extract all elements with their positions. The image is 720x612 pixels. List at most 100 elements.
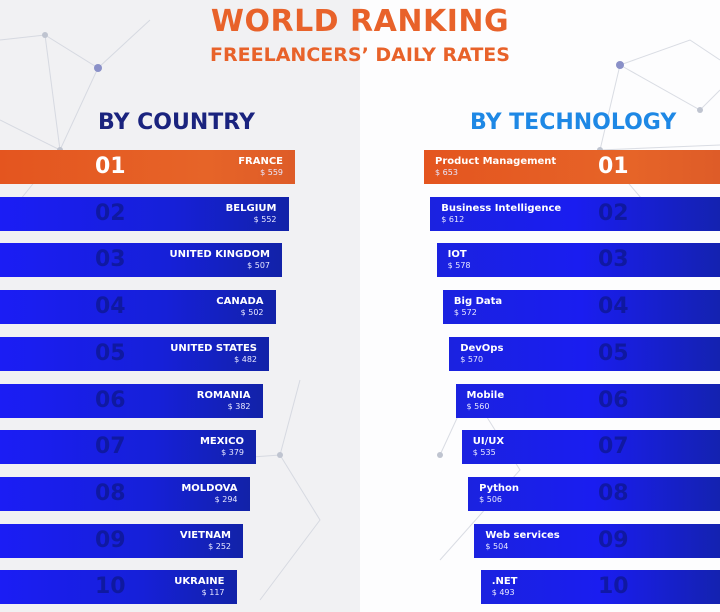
country-bar: 09 VIETNAM $ 252 xyxy=(0,523,243,558)
category-name: UKRAINE xyxy=(174,576,225,588)
category-name: Web services xyxy=(485,529,560,541)
rank-number: 04 xyxy=(95,294,126,320)
daily-rate-value: $ 612 xyxy=(441,214,465,224)
daily-rate-value: $ 506 xyxy=(479,494,502,504)
technology-bar: 03 IOT $ 578 xyxy=(436,243,720,278)
bar-label: CANADA $ 502 xyxy=(216,296,263,318)
rank-number: 03 xyxy=(597,247,629,273)
daily-rate-value: $ 552 xyxy=(253,214,277,224)
rank-number: 01 xyxy=(598,154,629,179)
daily-rate-value: $ 570 xyxy=(460,354,484,364)
bar-label: UI/UX $ 535 xyxy=(473,436,504,458)
bar-label: .NET $ 493 xyxy=(492,576,518,598)
rank-number: 07 xyxy=(95,434,126,460)
bar-label: Python $ 506 xyxy=(479,483,519,505)
category-name: Big Data xyxy=(453,296,503,308)
daily-rate-value: $ 560 xyxy=(466,401,490,411)
daily-rate-value: $ 379 xyxy=(221,448,244,458)
bar-label: MEXICO $ 379 xyxy=(200,436,244,458)
rank-number: 10 xyxy=(597,574,629,600)
rank-number: 09 xyxy=(597,527,629,553)
category-name: VIETNAM xyxy=(179,529,231,541)
category-name: IOT xyxy=(447,249,467,261)
country-bar: 08 MOLDOVA $ 294 xyxy=(0,476,250,511)
daily-rate-value: $ 493 xyxy=(491,588,515,598)
category-name: DevOps xyxy=(460,342,504,354)
daily-rate-value: $ 252 xyxy=(208,541,231,551)
technology-bar: 02 Business Intelligence $ 612 xyxy=(430,196,720,231)
rank-number: 05 xyxy=(95,340,126,366)
rank-number: 05 xyxy=(597,340,629,366)
country-bar: 03 UNITED KINGDOM $ 507 xyxy=(0,243,282,278)
rank-number: 06 xyxy=(598,387,629,413)
daily-rate-value: $ 502 xyxy=(240,308,264,318)
rank-number: 08 xyxy=(95,480,126,506)
rank-number: 01 xyxy=(95,154,126,179)
daily-rate-value: $ 535 xyxy=(472,448,496,458)
category-name: Mobile xyxy=(466,389,505,401)
rank-number: 04 xyxy=(597,294,629,320)
rank-number: 08 xyxy=(597,480,629,506)
category-name: UI/UX xyxy=(472,436,505,448)
country-bar: 10 UKRAINE $ 117 xyxy=(0,570,237,605)
daily-rate-value: $ 507 xyxy=(247,261,270,271)
category-name: UNITED STATES xyxy=(170,342,257,354)
category-name: Python xyxy=(479,482,520,494)
category-name: Business Intelligence xyxy=(441,202,562,214)
category-name: MOLDOVA xyxy=(181,482,238,494)
daily-rate-value: $ 117 xyxy=(201,588,225,598)
daily-rate-value: $ 294 xyxy=(214,494,238,504)
subtitle: FREELANCERS’ DAILY RATES xyxy=(210,44,510,66)
country-heading: BY COUNTRY xyxy=(98,110,255,135)
bar-label: UKRAINE $ 117 xyxy=(174,576,224,598)
category-name: ROMANIA xyxy=(196,389,251,401)
rank-number: 09 xyxy=(95,527,126,553)
bar-label: UNITED STATES $ 482 xyxy=(170,343,257,365)
bar-label: DevOps $ 570 xyxy=(460,343,503,365)
bar-label: Web services $ 504 xyxy=(485,530,559,552)
bar-label: ROMANIA $ 382 xyxy=(197,390,251,412)
country-bar: 04 CANADA $ 502 xyxy=(0,290,276,325)
bar-label: BELGIUM $ 552 xyxy=(226,203,277,225)
bar-label: UNITED KINGDOM $ 507 xyxy=(170,249,270,271)
bar-label: Big Data $ 572 xyxy=(454,296,502,318)
rank-number: 02 xyxy=(95,200,126,226)
bar-label: Product Management $ 653 xyxy=(435,156,556,178)
daily-rate-value: $ 572 xyxy=(453,308,477,318)
daily-rate-value: $ 653 xyxy=(435,168,458,177)
rank-number: 10 xyxy=(95,574,126,600)
technology-bar: 09 Web services $ 504 xyxy=(474,523,720,558)
technology-bar: 10 .NET $ 493 xyxy=(480,570,720,605)
category-name: MEXICO xyxy=(199,436,244,448)
daily-rate-value: $ 382 xyxy=(227,401,251,411)
category-name: BELGIUM xyxy=(225,202,277,214)
bar-label: FRANCE $ 559 xyxy=(238,156,283,178)
rank-number: 02 xyxy=(597,200,629,226)
technology-bar: 01 Product Management $ 653 xyxy=(424,150,720,184)
technology-bar: 07 UI/UX $ 535 xyxy=(461,430,720,465)
country-bar: 06 ROMANIA $ 382 xyxy=(0,383,263,418)
bar-label: MOLDOVA $ 294 xyxy=(181,483,237,505)
category-name: FRANCE xyxy=(238,156,283,167)
bar-label: Business Intelligence $ 612 xyxy=(441,203,561,225)
bar-label: IOT $ 578 xyxy=(448,249,471,271)
daily-rate-value: $ 578 xyxy=(447,261,471,271)
daily-rate-value: $ 482 xyxy=(234,354,257,364)
country-bar: 01 FRANCE $ 559 xyxy=(0,150,295,184)
technology-bar: 08 Python $ 506 xyxy=(468,476,720,511)
daily-rate-value: $ 559 xyxy=(260,168,283,177)
bar-label: Mobile $ 560 xyxy=(467,390,505,412)
country-bar: 07 MEXICO $ 379 xyxy=(0,430,256,465)
category-name: .NET xyxy=(491,576,518,588)
bar-label: VIETNAM $ 252 xyxy=(180,530,231,552)
technology-bar: 06 Mobile $ 560 xyxy=(455,383,720,418)
country-bar: 02 BELGIUM $ 552 xyxy=(0,196,289,231)
technology-bar: 05 DevOps $ 570 xyxy=(449,336,720,371)
main-title: WORLD RANKING xyxy=(210,4,510,39)
country-bar: 05 UNITED STATES $ 482 xyxy=(0,336,269,371)
category-name: UNITED KINGDOM xyxy=(169,249,270,261)
category-name: CANADA xyxy=(216,296,264,308)
daily-rate-value: $ 504 xyxy=(485,541,509,551)
rank-number: 07 xyxy=(597,434,629,460)
rank-number: 06 xyxy=(95,387,126,413)
